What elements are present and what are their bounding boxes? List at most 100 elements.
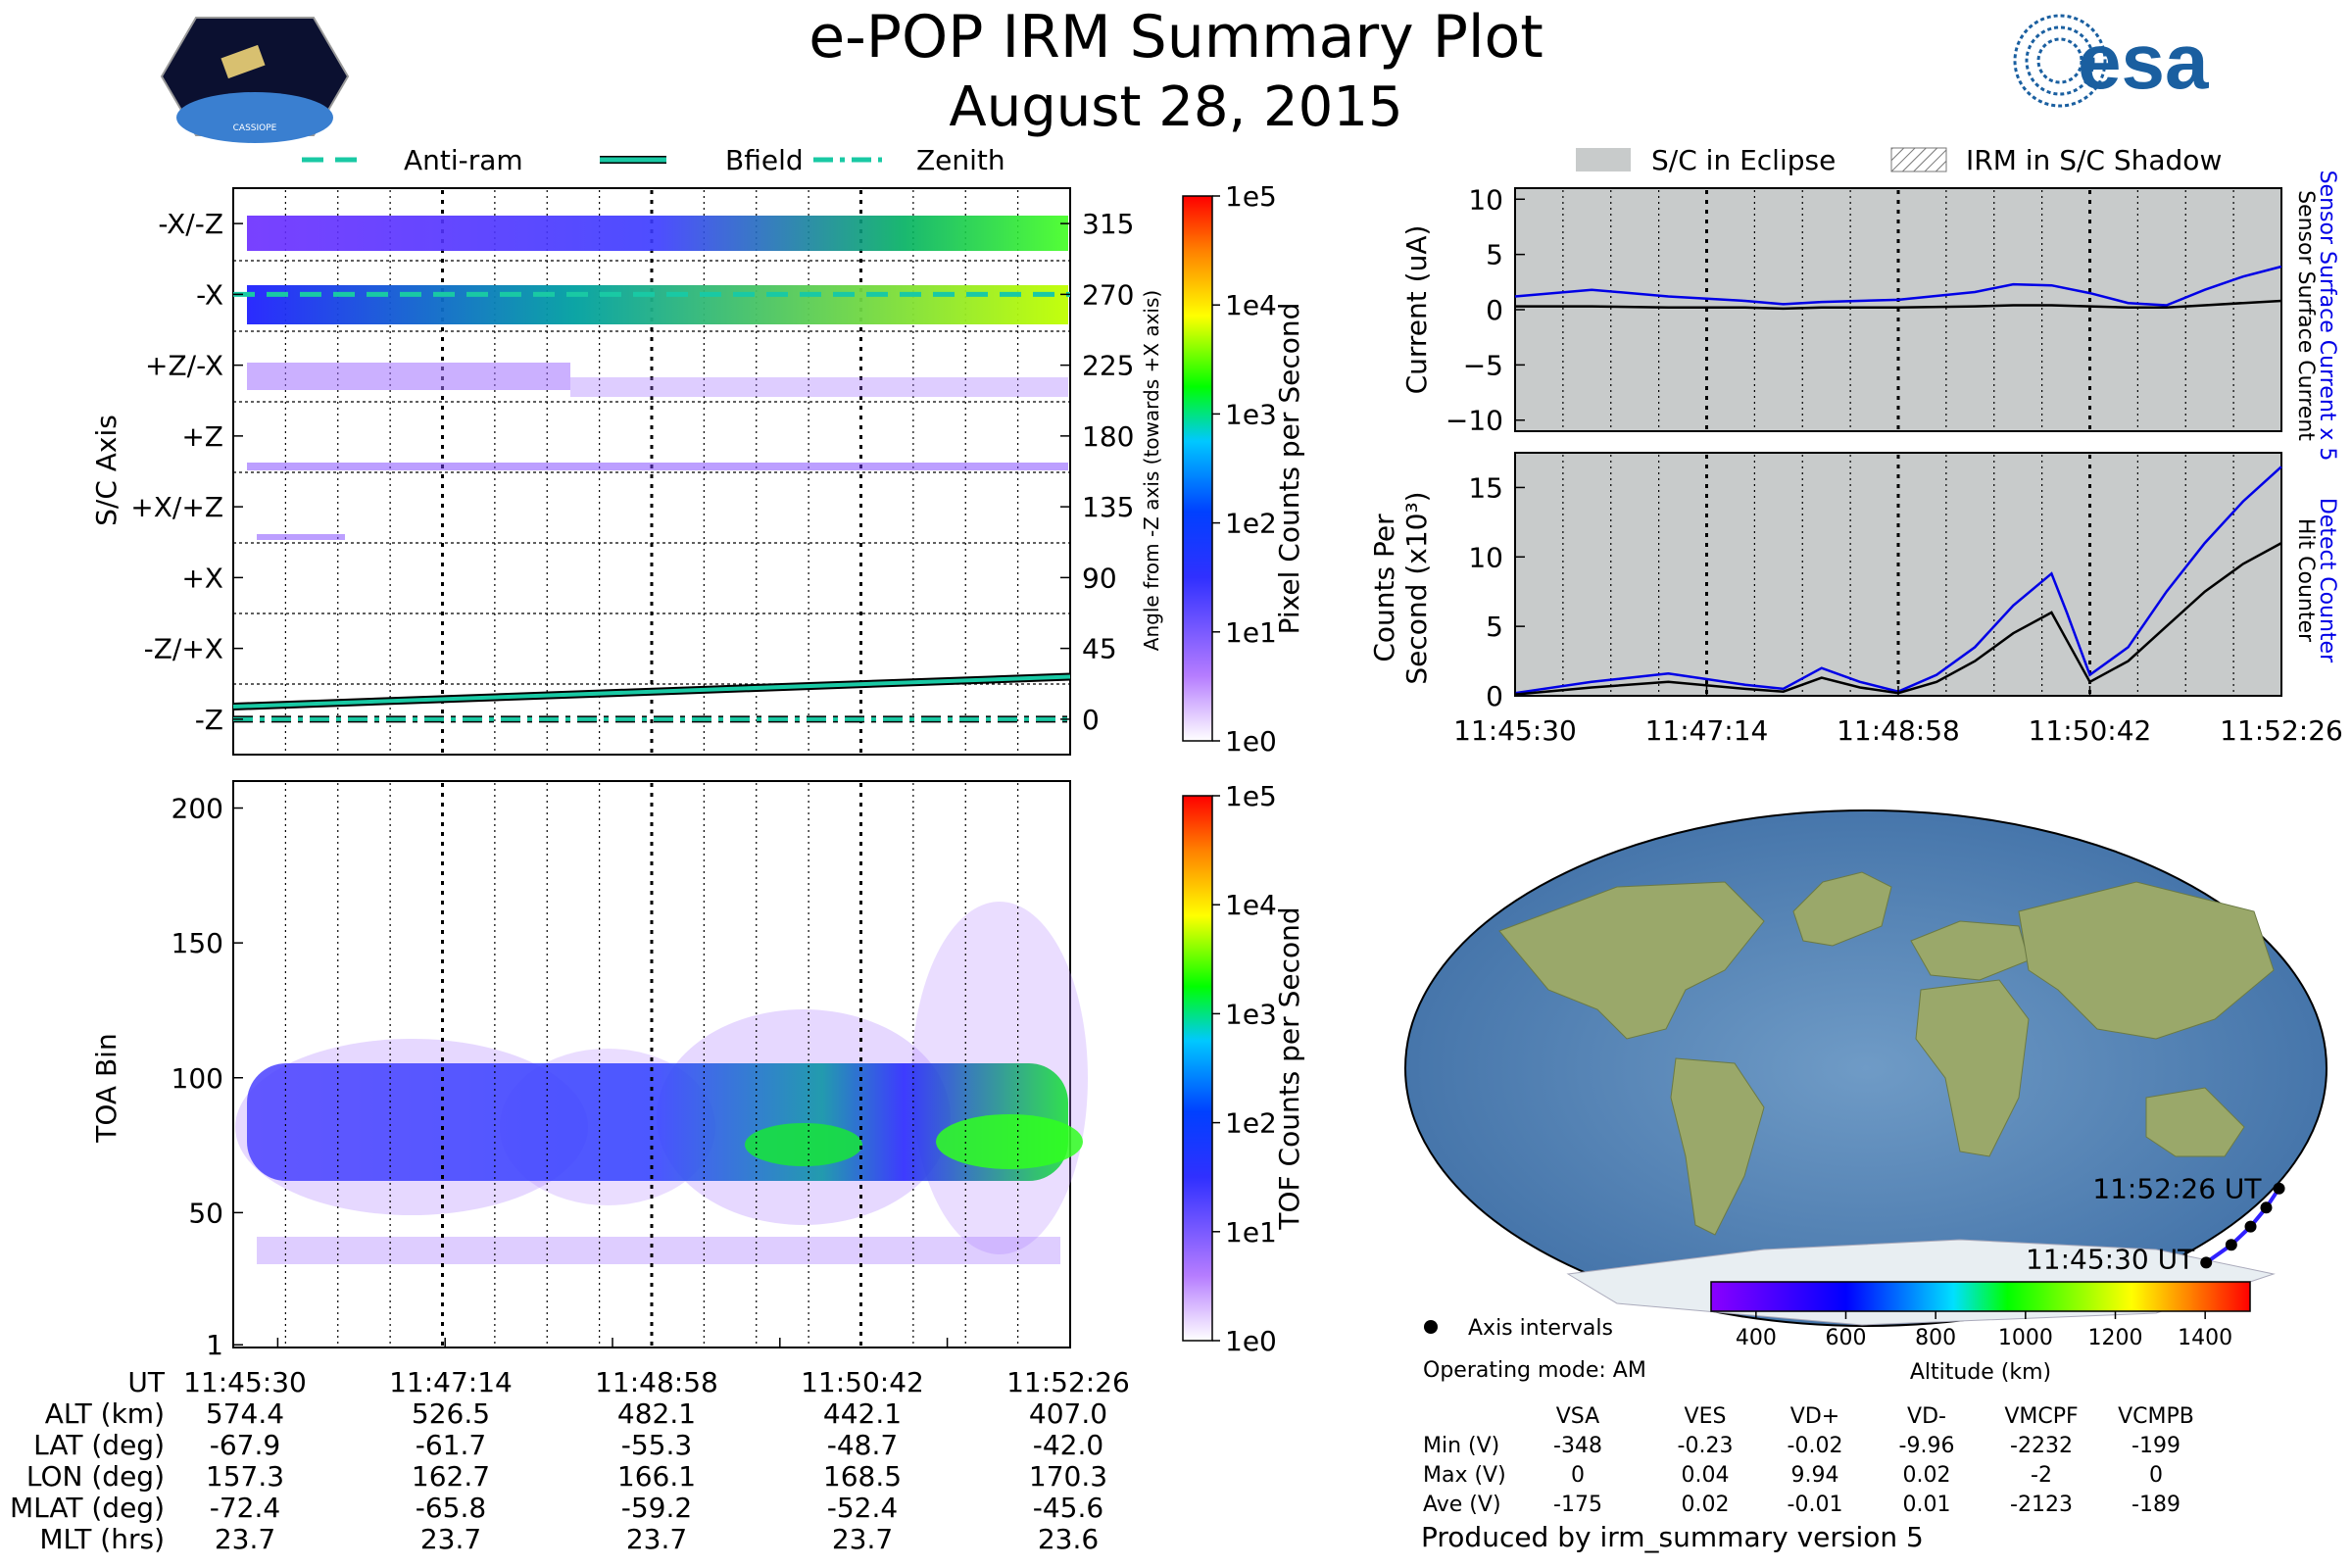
axis-interval-label: Axis intervals	[1468, 1316, 1613, 1341]
y-tick-label: 5	[1486, 239, 1503, 271]
colorbar-tick-label: 1e3	[1225, 998, 1277, 1030]
orbit-cell: -59.2	[621, 1492, 692, 1524]
track-start-label: 11:45:30 UT	[2026, 1243, 2195, 1275]
orbit-map: 11:45:30 UT 11:52:26 UT	[1404, 809, 2328, 1327]
series-line-secondary	[1514, 542, 2282, 696]
surface-current-x5-label: Sensor Surface Current x 5	[2315, 171, 2339, 462]
voltage-row-label: Min (V)	[1423, 1434, 1499, 1458]
toa-tick-label: 50	[188, 1197, 223, 1229]
time-tick-label: 11:48:58	[1837, 714, 1960, 747]
orbit-cell: -42.0	[1033, 1429, 1103, 1461]
sc-axis-tick-label: -Z/+X	[144, 633, 223, 665]
colorbar-tick-label: 1e5	[1225, 180, 1277, 213]
voltage-cell: -0.23	[1678, 1434, 1734, 1458]
colorbar-tick-label: 1e4	[1225, 889, 1277, 921]
orbit-cell: 23.7	[215, 1523, 275, 1555]
toa-tick-label: 150	[172, 927, 223, 959]
angle-tick-label: 225	[1082, 350, 1134, 382]
band-x	[247, 285, 1068, 324]
angle-tick-label: 90	[1082, 562, 1117, 594]
pixel-colorbar-label: Pixel Counts per Second	[1273, 303, 1305, 635]
voltage-header: VCMPB	[2118, 1404, 2194, 1429]
voltage-cell: -189	[2132, 1493, 2180, 1517]
voltage-header: VES	[1685, 1404, 1727, 1429]
voltage-cell: 0.02	[1682, 1493, 1730, 1517]
band-z-x-2	[570, 377, 1068, 397]
orbit-cell: 11:47:14	[389, 1366, 513, 1398]
orbit-cell: -61.7	[416, 1429, 486, 1461]
voltage-row-label: Max (V)	[1423, 1463, 1506, 1488]
toa-ylabel: TOA Bin	[90, 1033, 122, 1143]
axis-interval-point	[2244, 1220, 2257, 1233]
colorbar-tick-label: 1e1	[1225, 616, 1277, 649]
orbit-cell: -45.6	[1033, 1492, 1103, 1524]
angle-tick-label: 180	[1082, 420, 1134, 453]
voltage-cell: -175	[1553, 1493, 1602, 1517]
legend-bfield: Bfield	[725, 144, 804, 176]
counts-ylabel-1: Counts Per	[1368, 514, 1400, 662]
voltage-header: VMCPF	[2004, 1404, 2078, 1429]
series-line-primary	[1514, 265, 2282, 307]
altitude-tick-label: 400	[1736, 1326, 1777, 1350]
counts-ylabel-2: Second (x10³)	[1400, 491, 1433, 684]
orbit-cell: 11:45:30	[183, 1366, 307, 1398]
altitude-tick-label: 1200	[2088, 1326, 2143, 1350]
sc-axis-tick-label: -X	[196, 278, 223, 311]
toa-tick-label: 200	[172, 793, 223, 825]
y-tick-label: 0	[1486, 294, 1503, 326]
south-america	[1670, 1057, 1765, 1236]
orbit-cell: 11:48:58	[595, 1366, 718, 1398]
track-end-label: 11:52:26 UT	[2092, 1173, 2262, 1205]
toa-low-band	[257, 1237, 1060, 1264]
cassiope-logo: CASSIOPE	[160, 17, 350, 143]
esa-logo-text: esa	[2078, 18, 2209, 105]
toa-tick-label: 100	[172, 1062, 223, 1095]
altitude-colorbar-label: Altitude (km)	[1910, 1360, 2051, 1385]
voltage-table: VSA VES VD+ VD- VMCPF VCMPB Min (V) -348 -0.23 -0…	[1423, 1404, 2194, 1517]
orbit-cell: 170.3	[1029, 1460, 1107, 1493]
orbit-row-label: MLT (hrs)	[39, 1523, 165, 1555]
orbit-row-label: ALT (km)	[45, 1397, 165, 1430]
angle-legend: Anti-ram Bfield Zenith	[302, 144, 1005, 176]
africa	[1915, 979, 2030, 1157]
angle-ylabel: Angle from -Z axis (towards +X axis)	[1140, 290, 1163, 651]
altitude-tick-label: 1000	[1998, 1326, 2053, 1350]
voltage-cell: 0	[1571, 1463, 1585, 1488]
orbit-cell: 23.7	[832, 1523, 893, 1555]
toa-tick-label: 1	[206, 1329, 223, 1361]
orbit-cell: 23.6	[1038, 1523, 1099, 1555]
orbit-cell: -65.8	[416, 1492, 486, 1524]
voltage-cell: -2	[2031, 1463, 2052, 1488]
detect-counter-label: Detect Counter	[2315, 498, 2339, 663]
angle-tick-label: 45	[1082, 633, 1117, 665]
sc-axis-tick-label: -X/-Z	[158, 208, 223, 240]
legend-anti-ram: Anti-ram	[404, 144, 523, 176]
orbit-cell: -52.4	[827, 1492, 898, 1524]
footer-credit: Produced by irm_summary version 5	[1421, 1521, 1924, 1553]
sc-axis-tick-label: +Z/-X	[145, 350, 223, 382]
eclipse-legend: S/C in Eclipse IRM in S/C Shadow	[1576, 144, 2222, 176]
band-x-z-2	[257, 534, 345, 540]
esa-logo: esa	[2013, 14, 2209, 108]
tof-colorbar-label: TOF Counts per Second	[1273, 906, 1305, 1230]
plot-date: August 28, 2015	[949, 75, 1402, 139]
y-tick-label: 15	[1468, 471, 1503, 504]
colorbar-tick-label: 1e2	[1225, 1107, 1277, 1140]
orbit-cell: -72.4	[210, 1492, 280, 1524]
greenland	[1792, 871, 1892, 947]
colorbar-tick-label: 1e0	[1225, 1325, 1277, 1357]
operating-mode: Operating mode: AM	[1423, 1358, 1646, 1383]
current-plot: 10 5 0 −5 −10 Current (uA) Sensor Surface Cu…	[1400, 171, 2339, 462]
band-x-z	[247, 216, 1068, 251]
orbit-cell: 407.0	[1029, 1397, 1107, 1430]
axis-interval-legend: Axis intervals	[1424, 1316, 1613, 1341]
current-ylabel: Current (uA)	[1400, 225, 1433, 395]
sc-axis-ylabel: S/C Axis	[90, 415, 122, 526]
voltage-cell: -199	[2132, 1434, 2180, 1458]
orbit-table: UT 11:45:30 11:47:14 11:48:58 11:50:42 11:52:…	[10, 1366, 1130, 1555]
series-line-primary	[1514, 466, 2282, 695]
australia	[2145, 1087, 2245, 1157]
asia	[2018, 881, 2275, 1040]
